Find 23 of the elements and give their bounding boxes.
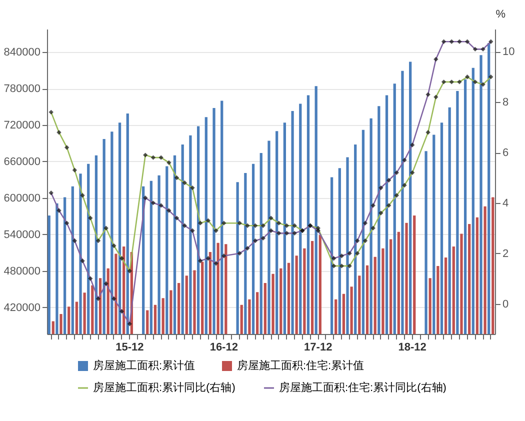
y-tick-label: 720000 <box>4 119 40 132</box>
legend-label: 房屋施工面积:住宅:累计值 <box>237 359 364 372</box>
y2-tick-label: 10 <box>502 46 515 58</box>
y2-tick-label: 2 <box>502 248 509 260</box>
x-tick-label: 17-12 <box>304 342 332 354</box>
y-tick-label: 660000 <box>4 156 40 168</box>
y2-tick-label: 0 <box>502 298 509 310</box>
y2-tick-label: 8 <box>502 96 509 109</box>
legend-label: 房屋施工面积:住宅:累计同比(右轴) <box>279 381 446 394</box>
y-tick-label: 540000 <box>4 228 40 241</box>
y2-tick-label: 6 <box>502 147 509 160</box>
y-tick-label: 780000 <box>4 83 40 96</box>
y-tick-label: 840000 <box>4 46 40 59</box>
y-tick-label: 600000 <box>4 192 40 204</box>
y-tick-label: 420000 <box>4 302 40 314</box>
legend-label: 房屋施工面积:累计同比(右轴) <box>93 381 236 394</box>
x-tick-label: 15-12 <box>116 342 144 354</box>
legend-label: 房屋施工面积:累计值 <box>93 359 196 372</box>
y2-tick-label: 4 <box>502 197 509 210</box>
x-tick-label: 16-12 <box>210 342 238 354</box>
y2-axis-title: % <box>496 8 506 20</box>
x-tick-label: 18-12 <box>398 342 426 354</box>
y-tick-label: 480000 <box>4 265 40 278</box>
